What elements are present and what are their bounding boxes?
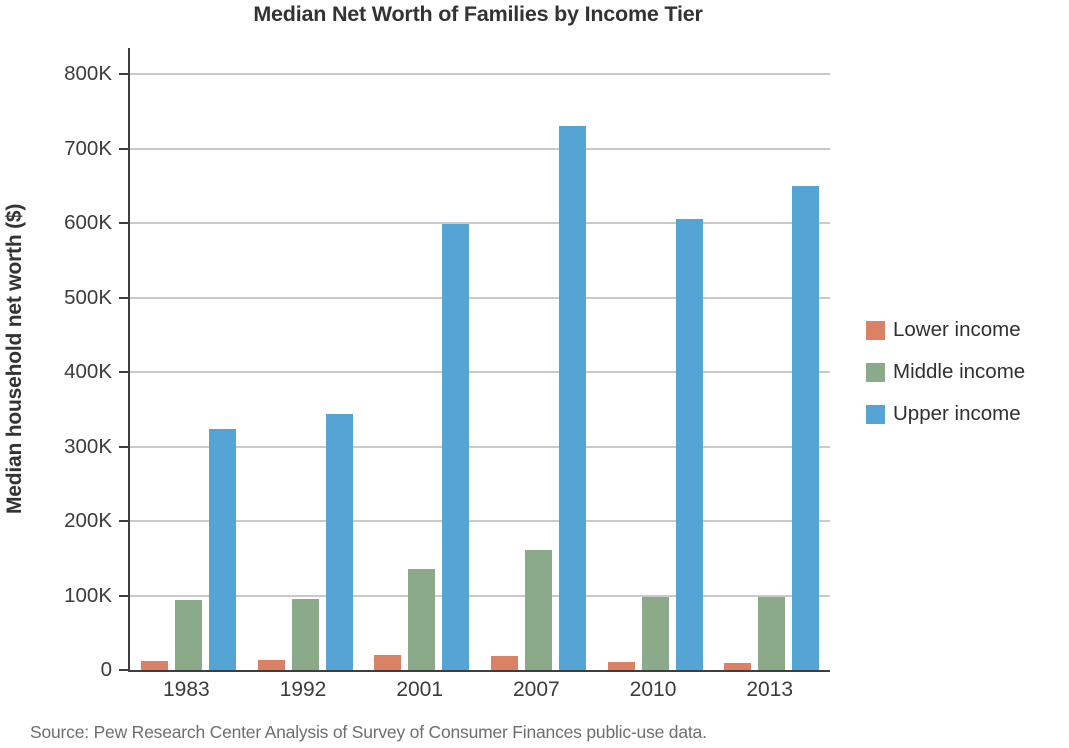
gridline-400K [130, 371, 830, 373]
plot-area [128, 48, 830, 672]
bar-1983-middle-income [174, 599, 202, 670]
bar-1992-lower-income [257, 659, 285, 670]
gridline-600K [130, 222, 830, 224]
y-tick-mark-600K [119, 222, 128, 224]
legend-item-middle-income: Middle income [866, 360, 1025, 384]
x-tick-label-2013: 2013 [746, 678, 794, 701]
x-tick-label-1983: 1983 [162, 678, 210, 701]
bar-2001-lower-income [374, 655, 402, 670]
legend: Lower income Middle income Upper income [866, 318, 1025, 444]
gridline-500K [130, 296, 830, 299]
y-tick-label-500K: 500K [64, 285, 112, 309]
bar-2001-middle-income [408, 568, 436, 670]
x-tick-label-2007: 2007 [512, 678, 560, 701]
gridline-800K [130, 73, 830, 75]
bar-group-2010 [597, 48, 714, 670]
bar-group-1992 [247, 48, 364, 670]
bar-2007-lower-income [490, 656, 518, 670]
y-tick-mark-0 [119, 669, 128, 671]
bar-group-2013 [713, 48, 830, 670]
source-note: Source: Pew Research Center Analysis of … [30, 722, 707, 742]
x-axis-labels: 1983 1992 2001 2007 2010 2013 [128, 678, 828, 702]
y-tick-label-100K: 100K [64, 583, 112, 607]
gridline-300K [130, 445, 830, 448]
legend-swatch-icon [866, 404, 885, 424]
bar-groups [130, 48, 830, 670]
y-tick-mark-100K [119, 594, 128, 597]
gridline-700K [130, 147, 830, 150]
gridline-100K [130, 594, 830, 597]
y-tick-mark-400K [119, 371, 128, 373]
y-tick-label-200K: 200K [64, 509, 112, 532]
y-tick-mark-300K [119, 445, 128, 448]
gridline-200K [130, 520, 830, 522]
y-tick-mark-700K [119, 147, 128, 150]
bar-2010-middle-income [641, 597, 669, 670]
bar-2007-middle-income [524, 550, 552, 670]
bar-2013-lower-income [724, 662, 752, 670]
y-tick-mark-800K [119, 73, 128, 75]
x-tick-label-1992: 1992 [279, 678, 327, 701]
legend-label: Middle income [893, 360, 1026, 383]
legend-swatch-icon [866, 362, 885, 382]
legend-label: Upper income [893, 402, 1021, 425]
bar-group-2007 [480, 48, 597, 670]
legend-item-upper-income: Upper income [866, 402, 1025, 426]
bar-1983-lower-income [140, 661, 168, 670]
y-axis-ticks: 0 100K 200K 300K 400K 500K 600K 700K 800K [0, 48, 128, 681]
bar-1992-upper-income [325, 413, 353, 670]
bar-2010-lower-income [607, 661, 635, 670]
legend-item-lower-income: Lower income [866, 318, 1025, 342]
bar-2001-upper-income [442, 223, 470, 670]
y-tick-label-400K: 400K [64, 360, 112, 383]
y-tick-label-700K: 700K [64, 136, 112, 160]
y-tick-label-0: 0 [100, 658, 112, 681]
bar-2007-upper-income [558, 126, 586, 670]
x-tick-label-2001: 2001 [396, 678, 444, 701]
bar-2013-middle-income [758, 597, 786, 670]
bar-2010-upper-income [675, 219, 703, 670]
y-tick-label-600K: 600K [64, 211, 112, 234]
chart-title: Median Net Worth of Families by Income T… [253, 2, 703, 26]
bar-1992-middle-income [291, 599, 319, 670]
x-tick-label-2010: 2010 [629, 678, 677, 701]
y-tick-mark-200K [119, 520, 128, 522]
legend-swatch-icon [866, 320, 885, 340]
y-tick-label-300K: 300K [64, 434, 112, 458]
y-tick-label-800K: 800K [64, 62, 112, 85]
bar-1983-upper-income [208, 429, 236, 670]
y-tick-mark-500K [119, 296, 128, 299]
bar-group-1983 [130, 48, 247, 670]
bar-2013-upper-income [792, 185, 820, 670]
legend-label: Lower income [893, 318, 1021, 341]
bar-group-2001 [363, 48, 480, 670]
